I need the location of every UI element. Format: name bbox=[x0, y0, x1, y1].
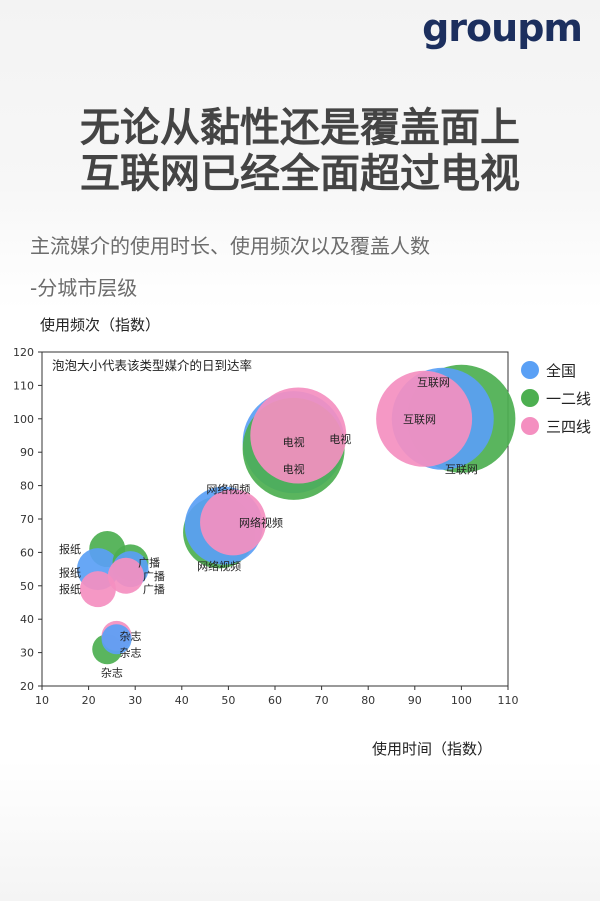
legend-label: 一二线 bbox=[546, 390, 591, 408]
page-title-line2: 互联网已经全面超过电视 bbox=[80, 151, 520, 197]
bubble-label: 杂志 bbox=[101, 667, 123, 680]
bubble-label: 网络视频 bbox=[206, 482, 250, 496]
bubble-label: 杂志 bbox=[120, 647, 142, 660]
x-tick-label: 40 bbox=[175, 694, 189, 707]
bubble-label: 杂志 bbox=[120, 630, 142, 643]
bubble bbox=[376, 370, 473, 467]
y-tick-label: 120 bbox=[13, 346, 34, 359]
y-tick-label: 40 bbox=[20, 613, 34, 626]
y-tick-label: 100 bbox=[13, 413, 34, 426]
bubble-label: 广播 bbox=[143, 569, 165, 583]
subtitle-line1: 主流媒介的使用时长、使用频次以及覆盖人数 bbox=[30, 234, 430, 258]
bubble-label: 互联网 bbox=[403, 413, 436, 426]
x-axis-label: 使用时间（指数） bbox=[372, 740, 492, 758]
chart-annotation: 泡泡大小代表该类型媒介的日到达率 bbox=[52, 358, 252, 373]
bubble-chart-svg: 使用频次（指数）使用时间（指数）10 20 30 40 50 60 70 80 90 100 110… bbox=[13, 316, 591, 758]
x-tick-label: 60 bbox=[268, 694, 282, 707]
x-tick-label: 110 bbox=[498, 694, 519, 707]
bubble-label: 网络视频 bbox=[197, 559, 241, 573]
legend-marker bbox=[521, 417, 539, 435]
y-tick-label: 30 bbox=[20, 647, 34, 660]
logo-text: groupm bbox=[422, 6, 583, 50]
y-tick-label: 110 bbox=[13, 379, 34, 392]
x-tick-label: 50 bbox=[221, 694, 235, 707]
footer-background bbox=[0, 760, 600, 901]
bubble-label: 电视 bbox=[329, 432, 351, 446]
legend-label: 全国 bbox=[546, 362, 576, 380]
bubble-label: 互联网 bbox=[445, 463, 478, 476]
y-tick-label: 50 bbox=[20, 580, 34, 593]
x-tick-label: 100 bbox=[451, 694, 472, 707]
bubble-label: 广播 bbox=[143, 582, 165, 596]
legend-marker bbox=[521, 389, 539, 407]
page-title-line1: 无论从黏性还是覆盖面上 bbox=[80, 105, 520, 151]
bubble bbox=[79, 571, 116, 608]
bubble-label: 报纸 bbox=[59, 582, 81, 596]
x-tick-label: 80 bbox=[361, 694, 375, 707]
header-background bbox=[0, 0, 600, 310]
x-tick-label: 30 bbox=[128, 694, 142, 707]
legend-label: 三四线 bbox=[546, 418, 591, 436]
legend-marker bbox=[521, 361, 539, 379]
y-tick-label: 70 bbox=[20, 513, 34, 526]
bubble-label: 网络视频 bbox=[239, 515, 283, 529]
bubble bbox=[250, 387, 347, 484]
y-axis-label: 使用频次（指数） bbox=[40, 316, 160, 334]
bubble bbox=[101, 624, 132, 655]
x-tick-label: 70 bbox=[315, 694, 329, 707]
y-tick-label: 20 bbox=[20, 680, 34, 693]
bubble bbox=[200, 489, 267, 556]
x-tick-label: 10 bbox=[35, 694, 49, 707]
subtitle-line2: -分城市层级 bbox=[30, 276, 138, 300]
y-tick-label: 90 bbox=[20, 446, 34, 459]
bubble-label: 电视 bbox=[283, 462, 305, 476]
bubble-label: 互联网 bbox=[417, 376, 450, 389]
x-tick-label: 20 bbox=[82, 694, 96, 707]
bubble-label: 广播 bbox=[138, 555, 160, 569]
bubble-label: 报纸 bbox=[59, 542, 81, 556]
bubble bbox=[107, 557, 144, 594]
groupm-logo: groupm bbox=[422, 6, 583, 50]
bubble-label: 报纸 bbox=[59, 565, 81, 579]
bubble-label: 电视 bbox=[283, 435, 305, 449]
bubble-chart: 使用频次（指数） 使用时间（指数） 10 20 30 40 50 60 70 80 90 100 110… bbox=[0, 312, 600, 760]
x-tick-label: 90 bbox=[408, 694, 422, 707]
y-tick-label: 60 bbox=[20, 546, 34, 559]
y-tick-label: 80 bbox=[20, 480, 34, 493]
